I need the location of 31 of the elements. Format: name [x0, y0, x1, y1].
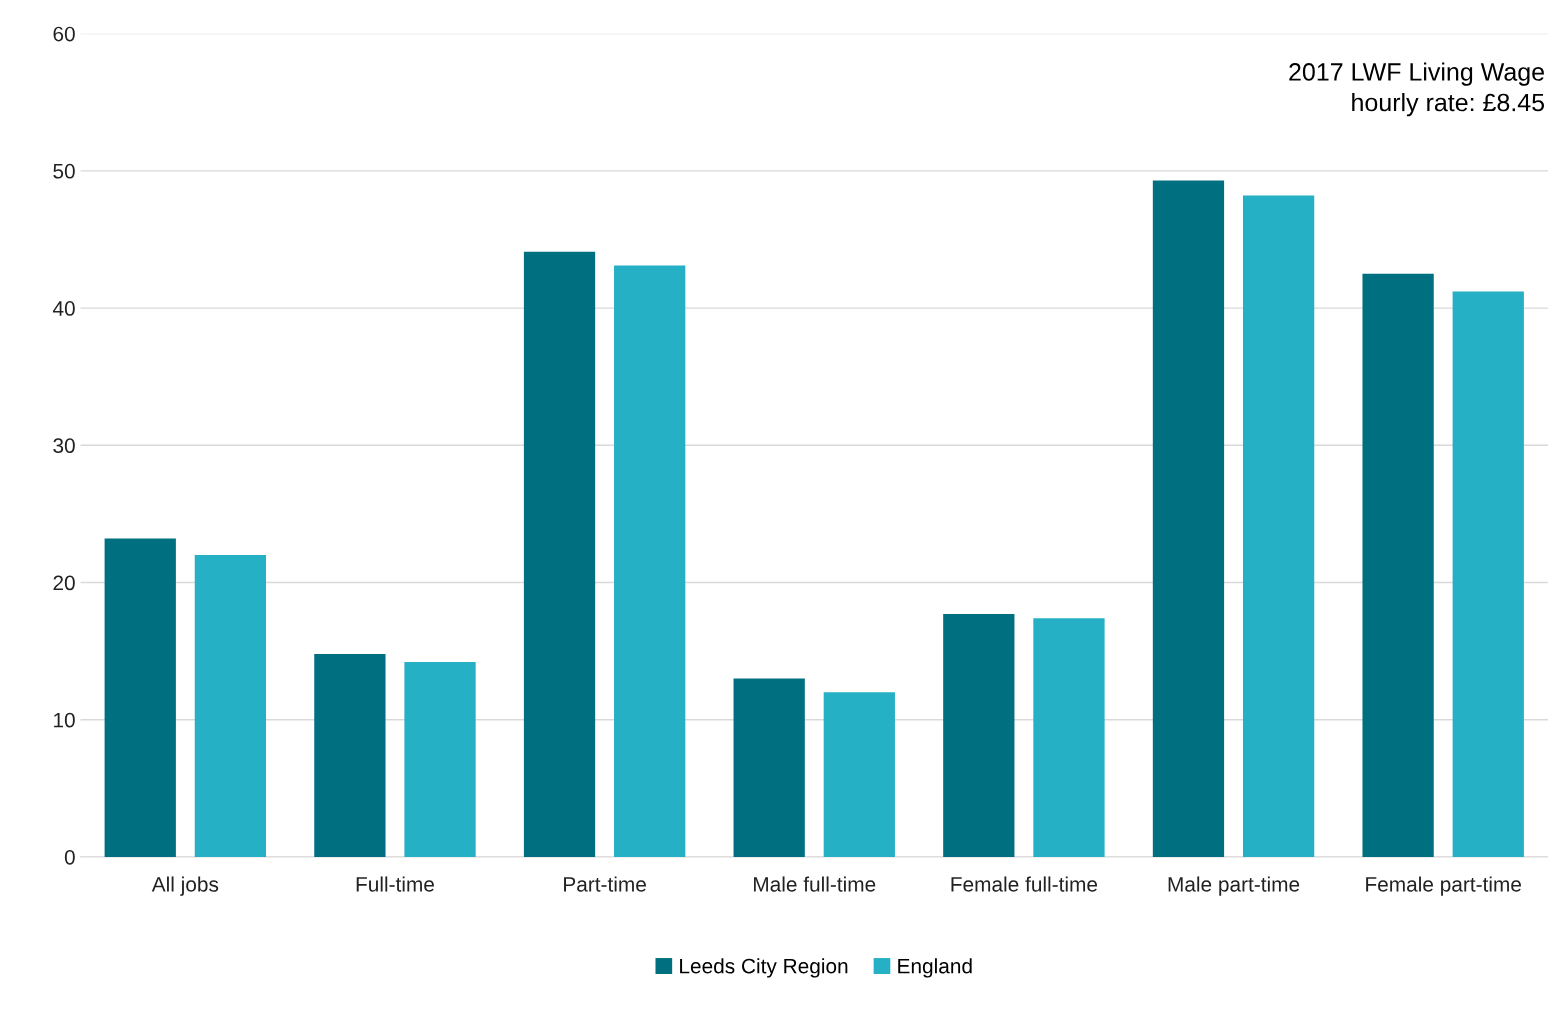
legend-label: England	[898, 958, 972, 978]
x-tick-label: Male part-time	[1168, 876, 1300, 896]
annotation: 2017 LWF Living Wage hourly rate: £8.45	[1289, 62, 1545, 117]
bar	[404, 662, 476, 857]
x-tick-label: Part-time	[564, 876, 646, 892]
y-tick-label: 40	[52, 301, 75, 316]
bar	[1452, 291, 1524, 857]
bar	[614, 265, 686, 857]
y-tick-label: 30	[53, 438, 75, 454]
x-tick-label: Full-time	[356, 876, 434, 892]
y-tick-label: 60	[53, 26, 75, 42]
y-tick-label: 0	[64, 849, 75, 865]
x-tick-label: Female part-time	[1366, 876, 1521, 896]
bar	[194, 555, 267, 857]
bar	[823, 692, 895, 857]
legend-label: Leeds City Region	[680, 958, 848, 978]
bar	[523, 251, 596, 857]
bar	[104, 538, 176, 857]
bar	[1242, 195, 1315, 857]
bar	[1362, 273, 1434, 857]
x-tick-label: All jobs	[151, 876, 219, 896]
x-tick-label: Male full-time	[754, 876, 876, 892]
y-tick-label: 50	[53, 163, 75, 179]
x-tick-label: Female full-time	[951, 876, 1098, 892]
y-tick-label: 10	[54, 712, 75, 728]
bar	[1152, 180, 1225, 857]
y-tick-label: 20	[53, 575, 75, 591]
bar	[314, 653, 386, 857]
bar	[1033, 618, 1105, 857]
bar	[943, 614, 1015, 857]
bar	[733, 678, 805, 857]
